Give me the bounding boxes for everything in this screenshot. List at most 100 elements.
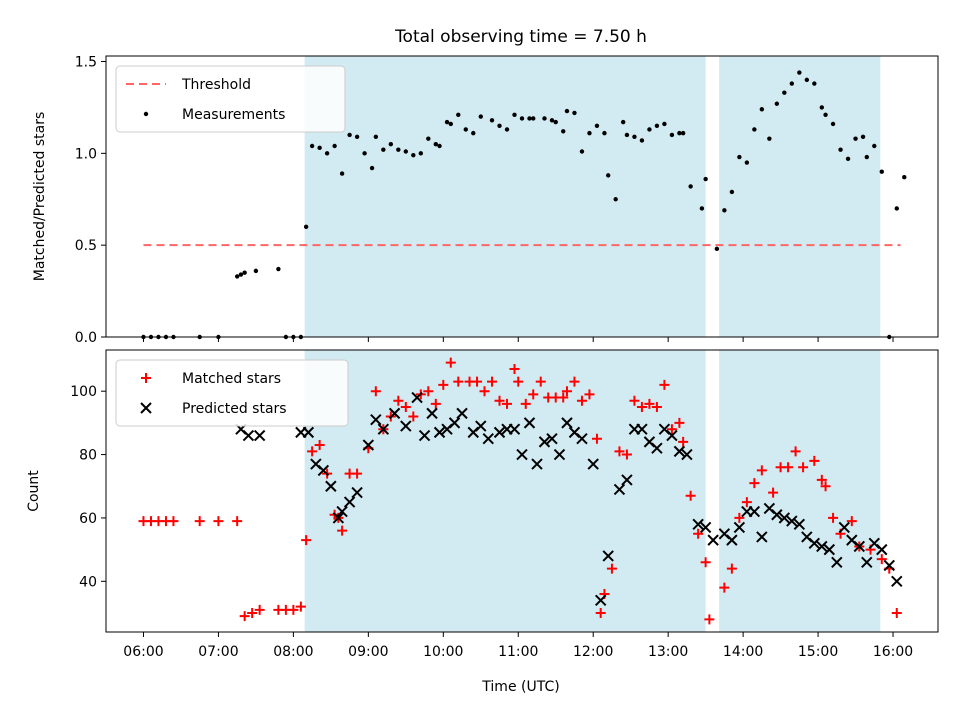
matched-stars-point (423, 386, 434, 397)
predicted-stars-point (594, 594, 607, 607)
x-tick-label: 12:00 (573, 644, 613, 660)
measurements-point (744, 160, 750, 165)
matched-stars-point (558, 392, 569, 403)
legend-predicted-swatch (140, 402, 152, 414)
observing-interval-2 (719, 56, 881, 337)
matched-stars-point (798, 462, 809, 473)
measurements-point (879, 169, 884, 174)
predicted-stars-point (370, 414, 382, 426)
predicted-stars-point (456, 407, 468, 420)
matched-stars-point (561, 386, 572, 397)
predicted-stars-point (681, 448, 693, 461)
legend-matched-swatch (141, 373, 151, 383)
predicted-stars-point (673, 445, 686, 458)
observing-interval-2 (719, 350, 881, 632)
predicted-stars-point (317, 464, 330, 477)
measurements-point (433, 141, 439, 147)
predicted-stars-point (523, 417, 536, 429)
predicted-stars-point (508, 423, 521, 435)
matched-stars-point (678, 436, 689, 447)
matched-stars-point (239, 611, 250, 622)
matched-stars-point (666, 424, 677, 435)
predicted-stars-point (418, 429, 431, 442)
measurements-point (767, 136, 772, 141)
matched-stars-point (621, 449, 632, 460)
measurements-point (729, 189, 735, 195)
matched-stars-point (614, 446, 625, 457)
y-tick-label: 100 (70, 384, 97, 400)
measurements-point (605, 173, 611, 178)
measurements-point (647, 127, 652, 132)
predicted-stars-point (621, 474, 633, 486)
x-tick-label: 16:00 (873, 644, 913, 660)
matched-stars-point (337, 525, 348, 536)
predicted-stars-point (883, 559, 895, 572)
matched-stars-point (472, 376, 483, 387)
predicted-stars-point (302, 426, 315, 439)
predicted-stars-point (531, 458, 543, 470)
x-tick-label: 07:00 (198, 644, 238, 660)
predicted-stars-point (400, 420, 412, 432)
matched-stars-point (393, 395, 404, 406)
matched-stars-point (288, 604, 299, 615)
measurements-point (714, 246, 720, 252)
predicted-stars-point (602, 550, 614, 562)
legend-label: Predicted stars (182, 401, 287, 417)
measurements-point (759, 107, 765, 112)
predicted-stars-point (553, 448, 566, 461)
measurements-point (471, 130, 476, 136)
predicted-stars-point (242, 429, 255, 442)
measurements-point (722, 208, 727, 213)
matched-stars-point (254, 604, 265, 615)
measurements-point (594, 123, 600, 128)
top-legend: Threshold Measurements (115, 65, 346, 133)
measurements-point (276, 266, 281, 272)
matched-stars-point (693, 528, 704, 539)
top-panel-frame (105, 55, 939, 338)
matched-stars-point (891, 607, 902, 618)
predicted-stars-point (343, 496, 356, 508)
matched-stars-point (651, 402, 662, 413)
matched-stars-point (783, 462, 794, 473)
matched-stars-point (194, 516, 205, 527)
measurements-point (789, 81, 795, 86)
predicted-stars-point (336, 505, 348, 518)
predicted-stars-point (482, 433, 494, 445)
measurements-point (860, 134, 866, 140)
measurements-point (456, 112, 461, 117)
y-tick-label: 80 (79, 448, 97, 464)
predicted-stars-point (388, 407, 401, 420)
predicted-stars-point (861, 556, 873, 568)
measurements-point (699, 206, 705, 211)
predicted-stars-point (426, 407, 438, 420)
measurements-point (632, 134, 637, 140)
matched-stars-point (168, 516, 179, 527)
measurements-point (403, 149, 409, 154)
measurements-point (838, 147, 843, 152)
measurements-point (639, 138, 645, 143)
measurements-point (774, 101, 780, 106)
measurements-point (864, 154, 869, 160)
predicted-stars-point (816, 540, 828, 553)
observing-interval-1 (304, 350, 706, 632)
measurements-point (362, 151, 367, 156)
predicted-stars-point (692, 518, 704, 530)
matched-stars-point (820, 481, 831, 492)
matched-stars-point (685, 490, 696, 501)
x-tick-label: 11:00 (498, 644, 538, 660)
measurements-point (561, 129, 566, 134)
matched-stars-point (213, 516, 224, 527)
predicted-stars-point (253, 429, 266, 442)
x-tick-label: 10:00 (423, 644, 463, 660)
legend-label: Measurements (182, 107, 285, 123)
matched-stars-point (659, 379, 670, 390)
matched-stars-point (232, 516, 243, 527)
matched-stars-point (453, 376, 464, 387)
measurements-point (519, 116, 525, 121)
y-tick-label: 0.5 (75, 238, 97, 254)
measurements-point (624, 132, 630, 138)
measurements-point (812, 81, 817, 86)
measurements-point (396, 147, 401, 152)
bottom-y-axis-label: Count (26, 470, 42, 512)
